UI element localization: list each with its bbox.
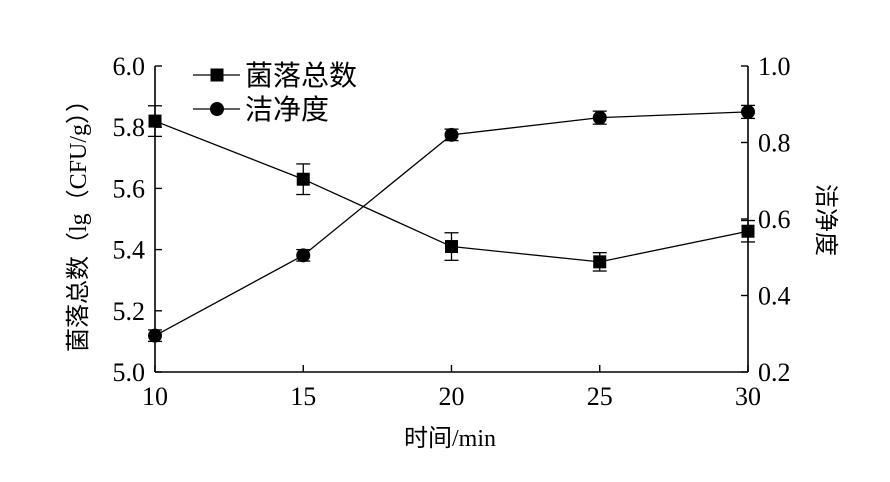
y-right-tick-label: 0.4: [758, 282, 791, 311]
y-left-tick-label: 5.8: [113, 113, 146, 142]
axes: [154, 66, 749, 373]
series-layer: [148, 104, 755, 343]
legend-label: 菌落总数: [245, 60, 357, 92]
x-tick-label: 20: [439, 382, 465, 411]
data-point: [445, 240, 458, 254]
x-tick-label: 25: [587, 382, 613, 411]
x-axis-label: 时间/min: [404, 425, 496, 452]
legend-entry-2: 洁净度: [193, 94, 329, 126]
legend-label: 洁净度: [245, 94, 329, 126]
y-axis-left-label: 菌落总数（lg（CFU/g））: [65, 88, 92, 352]
legend-marker: [210, 102, 224, 116]
y-right-tick-label: 0.2: [758, 358, 791, 387]
series-1: [148, 105, 755, 272]
series-line: [154, 111, 749, 337]
y-right-tick-label: 0.6: [758, 205, 791, 234]
y-left-tick-label: 5.6: [113, 174, 146, 203]
y-axis-right-label: 洁净度: [812, 184, 839, 256]
data-point: [296, 172, 310, 186]
data-point: [741, 104, 755, 119]
y-right-tick-label: 1.0: [758, 52, 791, 81]
data-point: [741, 224, 755, 238]
y-left-tick-label: 5.2: [113, 297, 146, 326]
data-point: [296, 248, 311, 263]
legend-marker: [210, 68, 224, 82]
series-2: [148, 104, 755, 343]
legend-entry-1: 菌落总数: [193, 60, 357, 92]
data-point: [444, 127, 459, 142]
y-right-tick-label: 0.8: [758, 129, 791, 158]
x-tick-label: 10: [142, 382, 168, 411]
data-point: [593, 255, 607, 269]
x-tick-label: 30: [735, 382, 761, 411]
y-left-tick-label: 5.0: [113, 358, 146, 387]
data-point: [148, 114, 162, 128]
tick-layer: 10 15 20 25 30 5.0 5.2 5.4 5.6 5.8 6.0 0.2 0.4 0.6 0.8…: [113, 52, 791, 411]
y-left-tick-label: 6.0: [113, 52, 146, 81]
x-tick-label: 15: [290, 382, 316, 411]
y-left-tick-label: 5.4: [113, 236, 146, 265]
data-point: [148, 328, 162, 343]
data-point: [592, 110, 607, 125]
